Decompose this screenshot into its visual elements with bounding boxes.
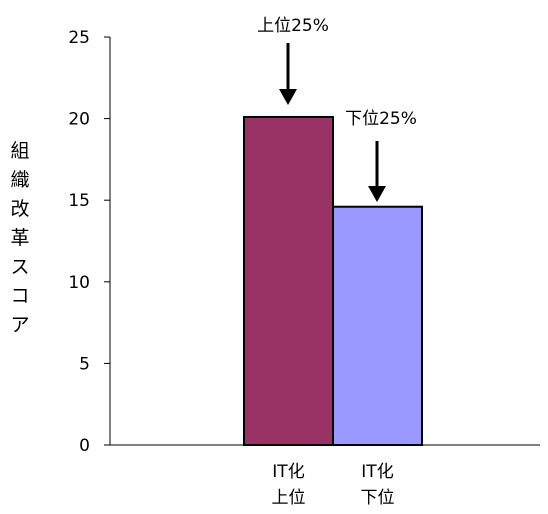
bar-2 [332, 205, 423, 446]
bar-1 [243, 115, 334, 447]
y-axis-label-char: コ [10, 285, 29, 307]
annotation-arrow-head [368, 186, 386, 202]
y-tick-label: 25 [68, 28, 90, 48]
y-tick-label: 0 [79, 436, 90, 456]
y-axis-label-char: ス [10, 256, 29, 278]
y-axis-label-char: 織 [10, 169, 29, 191]
category-label-line: 下位 [361, 488, 395, 508]
category-label-2: IT化下位 [361, 462, 395, 508]
y-axis-label-char: ア [10, 314, 29, 336]
category-label-line: 上位 [272, 488, 306, 508]
annotations: 上位25% 下位25% [257, 16, 417, 202]
y-axis-label-char: 組 [10, 140, 29, 162]
annotation-label-1: 上位25% [257, 16, 329, 36]
y-axis-label-char: 改 [10, 198, 29, 220]
y-tick-label: 5 [79, 354, 90, 374]
annotation-label-2: 下位25% [345, 109, 417, 129]
y-tick-label: 20 [68, 110, 90, 130]
category-label-1: IT化上位 [272, 462, 306, 508]
axes [109, 37, 540, 446]
y-tick-label: 15 [68, 191, 90, 211]
bars [243, 115, 423, 447]
category-label-line: IT化 [361, 462, 393, 482]
y-tick-label: 10 [68, 273, 90, 293]
y-axis-ticks: 0 5 10 15 20 25 [68, 28, 110, 456]
y-axis-label-char: 革 [10, 227, 29, 249]
category-label-line: IT化 [272, 462, 304, 482]
annotation-arrow-head [279, 89, 297, 105]
